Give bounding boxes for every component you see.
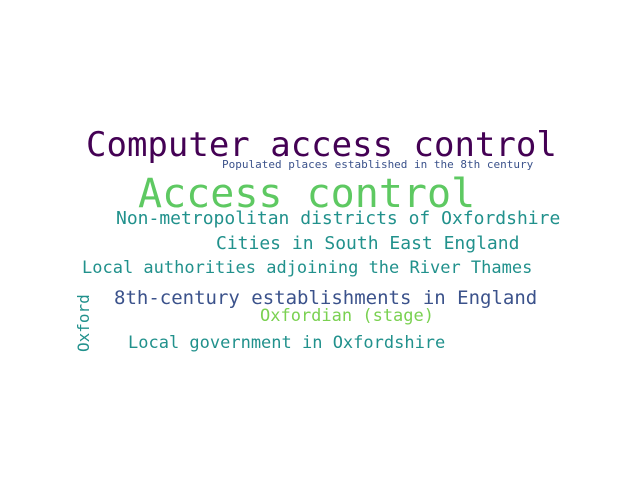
word-computer-access-control: Computer access control [86, 125, 557, 165]
word-non-metropolitan-districts: Non-metropolitan districts of Oxfordshir… [116, 208, 561, 229]
word-local-government-oxfordshire: Local government in Oxfordshire [128, 333, 446, 353]
word-populated-places-8th-century: Populated places established in the 8th … [222, 158, 534, 171]
word-local-authorities-river-thames: Local authorities adjoining the River Th… [82, 258, 533, 278]
word-access-control: Access control [138, 171, 476, 217]
word-oxfordian-stage: Oxfordian (stage) [260, 306, 434, 326]
word-oxford: Oxford [74, 294, 93, 352]
word-8th-century-establishments: 8th-century establishments in England [114, 287, 538, 309]
word-cities-south-east-england: Cities in South East England [216, 233, 520, 254]
